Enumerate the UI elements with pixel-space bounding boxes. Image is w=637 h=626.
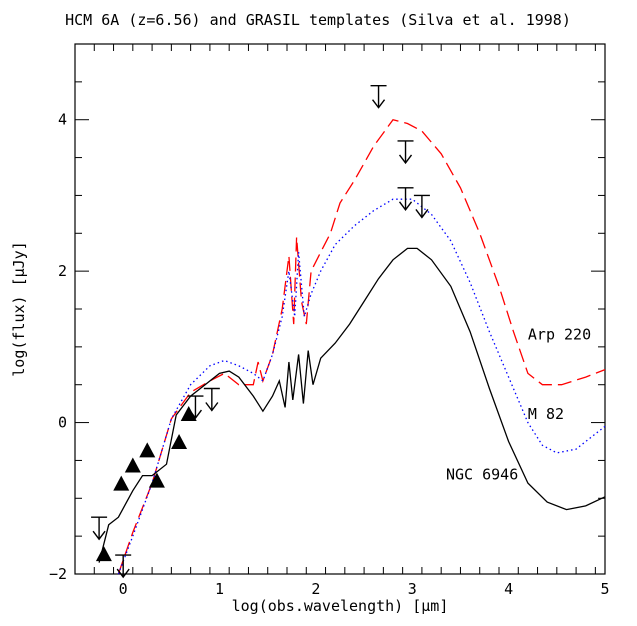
- series-line-ngc-6946: [98, 247, 606, 563]
- series-label: NGC 6946: [446, 465, 518, 483]
- upper-limit-head: [398, 154, 413, 165]
- axis-ticks: [74, 43, 605, 575]
- upper-limit-head: [415, 209, 429, 219]
- upper-limit-head: [205, 402, 219, 412]
- y-axis-label: log(flux) [μJy]: [10, 241, 28, 376]
- upper-limit-head: [116, 568, 130, 579]
- data-markers: [91, 84, 430, 579]
- x-tick-label: 3: [408, 580, 417, 598]
- detection-triangle: [139, 442, 156, 458]
- series-line-m-82: [117, 198, 606, 575]
- upper-limit-head: [188, 409, 203, 420]
- y-tick-label: 2: [58, 262, 67, 280]
- x-tick-label: 5: [600, 580, 609, 598]
- detection-triangle: [95, 546, 112, 562]
- series-label: M 82: [528, 405, 564, 423]
- series-label: Arp 220: [528, 325, 591, 343]
- x-tick-labels: 0 1 2 3 4 5: [119, 580, 610, 598]
- upper-limit-arrow: [413, 194, 430, 219]
- upper-limit-head: [398, 201, 413, 212]
- series-lines: [98, 118, 606, 575]
- upper-limit-arrow: [370, 84, 387, 109]
- series-labels: Arp 220 M 82 NGC 6946: [446, 325, 591, 483]
- detection-triangle: [113, 475, 130, 491]
- upper-limit-arrow: [187, 395, 204, 420]
- y-tick-label: 0: [58, 414, 67, 432]
- upper-limit-head: [92, 530, 106, 541]
- plot-frame: [74, 43, 606, 575]
- detection-triangle: [124, 457, 141, 473]
- upper-limit-arrow: [91, 516, 108, 541]
- chart-title: HCM 6A (z=6.56) and GRASIL templates (Si…: [65, 11, 571, 29]
- y-tick-labels: −2 0 2 4: [49, 111, 67, 583]
- series-line-arp-220: [117, 118, 606, 575]
- x-tick-label: 4: [504, 580, 513, 598]
- x-tick-label: 0: [119, 580, 128, 598]
- upper-limit-arrow: [115, 554, 132, 579]
- x-axis-label: log(obs.wavelength) [μm]: [232, 597, 449, 615]
- x-tick-label: 2: [311, 580, 320, 598]
- detection-triangle: [171, 434, 188, 450]
- x-tick-label: 1: [215, 580, 224, 598]
- upper-limit-head: [371, 99, 386, 109]
- upper-limit-arrow: [203, 387, 220, 412]
- y-tick-label: −2: [49, 565, 67, 583]
- y-tick-label: 4: [58, 111, 67, 129]
- detection-triangle: [148, 472, 165, 488]
- upper-limit-arrow: [397, 140, 414, 165]
- upper-limit-arrow: [397, 187, 414, 212]
- detection-triangle: [180, 406, 197, 421]
